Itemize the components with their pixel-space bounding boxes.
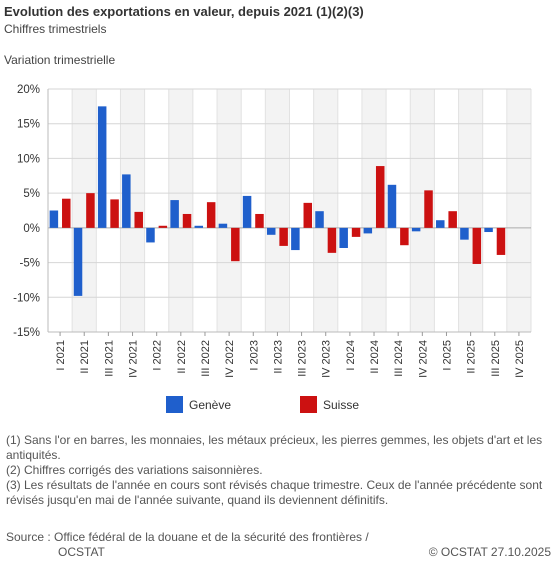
bar-suisse bbox=[375, 166, 385, 228]
x-tick-label: IV 2023 bbox=[321, 340, 333, 378]
legend-label-suisse: Suisse bbox=[323, 397, 360, 412]
bar-geneve bbox=[291, 227, 300, 251]
bar-geneve bbox=[122, 174, 131, 228]
y-tick-label: -5% bbox=[20, 258, 40, 270]
bar-geneve bbox=[266, 227, 276, 235]
legend-item-geneve[interactable]: Genève bbox=[166, 396, 231, 413]
source-note: Source : Office fédéral de la douane et … bbox=[6, 530, 406, 560]
footnotes: (1) Sans l'or en barres, les monnaies, l… bbox=[6, 433, 546, 508]
x-tick-label: II 2022 bbox=[176, 340, 188, 374]
legend-swatch-geneve bbox=[166, 396, 183, 413]
x-tick-label: I 2024 bbox=[345, 340, 357, 371]
bar-geneve bbox=[73, 227, 83, 296]
legend-label-geneve: Genève bbox=[189, 397, 232, 412]
x-tick-label: III 2025 bbox=[490, 340, 502, 377]
legend-item-suisse[interactable]: Suisse bbox=[300, 396, 359, 413]
bar-suisse bbox=[448, 211, 457, 228]
bar-suisse bbox=[158, 225, 168, 228]
x-tick-label: IV 2021 bbox=[128, 340, 140, 378]
band-shade bbox=[313, 89, 338, 332]
y-tick-label: 15% bbox=[17, 119, 40, 131]
band-shade bbox=[506, 89, 531, 332]
bar-geneve bbox=[460, 227, 469, 240]
x-tick-label: III 2023 bbox=[297, 340, 309, 377]
bar-geneve bbox=[339, 227, 348, 248]
bar-geneve bbox=[315, 211, 324, 228]
bar-suisse bbox=[231, 227, 240, 262]
bar-geneve bbox=[387, 184, 397, 228]
bar-suisse bbox=[351, 227, 361, 237]
x-tick-label: IV 2022 bbox=[224, 340, 236, 378]
x-tick-label: II 2025 bbox=[466, 340, 478, 374]
bar-geneve bbox=[242, 195, 252, 228]
bar-geneve bbox=[194, 225, 204, 228]
legend-swatch-suisse bbox=[300, 396, 317, 413]
footnote-1: (1) Sans l'or en barres, les monnaies, l… bbox=[6, 433, 543, 462]
bar-suisse bbox=[472, 227, 482, 264]
bar-geneve bbox=[436, 220, 445, 228]
x-tick-label: II 2024 bbox=[369, 340, 381, 374]
x-tick-label: IV 2024 bbox=[417, 340, 429, 378]
chart-subtitle: Chiffres trimestriels bbox=[4, 22, 107, 36]
bar-suisse bbox=[86, 193, 95, 228]
footnote-2: (2) Chiffres corrigés des variations sai… bbox=[6, 463, 263, 477]
bar-suisse bbox=[255, 213, 264, 228]
bar-suisse bbox=[182, 213, 192, 228]
footnote-3: (3) Les résultats de l'année en cours so… bbox=[6, 478, 543, 507]
bar-suisse bbox=[400, 227, 409, 246]
source-line-1: Source : Office fédéral de la douane et … bbox=[6, 530, 369, 544]
x-tick-label: I 2025 bbox=[441, 340, 453, 371]
y-tick-label: 0% bbox=[23, 223, 40, 235]
bar-suisse bbox=[206, 202, 216, 228]
x-tick-label: III 2021 bbox=[103, 340, 115, 377]
x-tick-label: III 2024 bbox=[393, 340, 405, 377]
bar-geneve bbox=[218, 223, 228, 228]
bar-suisse bbox=[110, 199, 119, 228]
band-shade bbox=[217, 89, 242, 332]
bar-geneve bbox=[363, 227, 373, 234]
bar-suisse bbox=[279, 227, 288, 246]
copyright: © OCSTAT 27.10.2025 bbox=[428, 545, 551, 559]
bar-geneve bbox=[97, 106, 107, 228]
x-tick-label: I 2022 bbox=[152, 340, 164, 371]
bar-suisse bbox=[424, 190, 433, 228]
y-tick-label: 5% bbox=[23, 188, 40, 200]
bar-chart: -15% -10% -5% 0% 5% 10% 15% 20% I 2021 II 2021 III… bbox=[13, 84, 532, 378]
bar-geneve bbox=[146, 227, 155, 243]
bar-suisse bbox=[327, 227, 337, 253]
y-tick-label: 10% bbox=[17, 153, 40, 165]
bar-geneve bbox=[49, 210, 59, 228]
x-tick-label: IV 2025 bbox=[514, 340, 526, 378]
band-shade bbox=[458, 89, 483, 332]
x-tick-label: II 2021 bbox=[79, 340, 91, 374]
y-tick-label: -10% bbox=[13, 292, 40, 304]
y-tick-label: -15% bbox=[13, 327, 40, 339]
chart-title: Evolution des exportations en valeur, de… bbox=[4, 4, 364, 19]
x-tick-label: II 2023 bbox=[272, 340, 284, 374]
x-tick-label: I 2023 bbox=[248, 340, 260, 371]
bar-suisse bbox=[134, 211, 143, 228]
bar-geneve bbox=[411, 227, 421, 232]
band-shade bbox=[265, 89, 290, 332]
bar-suisse bbox=[496, 227, 506, 255]
x-tick-label: III 2022 bbox=[200, 340, 212, 377]
x-tick-label: I 2021 bbox=[55, 340, 67, 371]
source-line-2: OCSTAT bbox=[58, 545, 105, 559]
bar-suisse bbox=[62, 198, 71, 228]
bar-geneve bbox=[170, 200, 179, 228]
y-tick-label: 20% bbox=[17, 84, 40, 96]
bar-geneve bbox=[484, 227, 493, 233]
axis-caption: Variation trimestrielle bbox=[4, 53, 116, 67]
bar-suisse bbox=[303, 202, 313, 228]
